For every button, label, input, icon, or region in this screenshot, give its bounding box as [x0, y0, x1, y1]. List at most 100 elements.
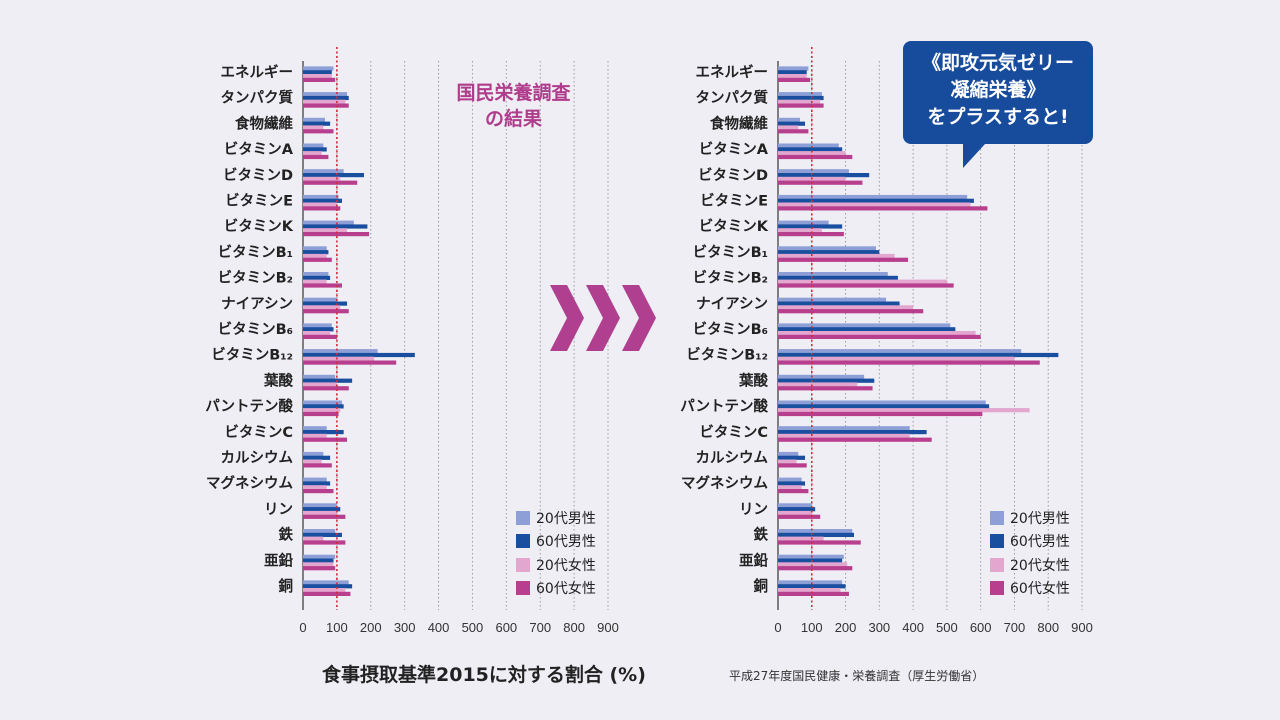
bar-60代男性	[778, 70, 807, 75]
bar-20代女性	[303, 459, 322, 464]
bar-60代男性	[778, 430, 927, 435]
bar-20代女性	[303, 485, 327, 490]
x-tick-label: 900	[1071, 620, 1093, 635]
bar-60代男性	[303, 584, 353, 589]
footer-title: 食事摂取基準2015に対する割合 (%)	[322, 664, 646, 686]
legend-item: 60代女性	[990, 577, 1090, 601]
bar-20代男性	[303, 503, 337, 508]
bar-20代男性	[778, 426, 910, 431]
bar-20代男性	[303, 451, 324, 457]
bar-20代女性	[778, 510, 812, 516]
bar-20代女性	[778, 331, 976, 336]
category-label: ビタミンB₁	[693, 244, 768, 261]
category-label: カルシウム	[696, 450, 769, 467]
category-label: タンパク質	[221, 89, 294, 107]
bar-20代男性	[303, 143, 324, 148]
bar-60代男性	[778, 481, 806, 486]
bar-20代女性	[778, 382, 858, 387]
bar-60代女性	[778, 489, 809, 494]
bar-60代女性	[303, 489, 334, 494]
x-tick-label: 0	[299, 620, 306, 635]
category-label: ビタミンD	[698, 167, 768, 184]
bar-20代男性	[303, 580, 349, 585]
bar-60代女性	[778, 386, 873, 391]
bar-60代男性	[303, 558, 334, 563]
legend-swatch	[990, 581, 1004, 596]
bar-60代男性	[303, 327, 334, 332]
bar-60代女性	[778, 360, 1040, 365]
bar-20代男性	[778, 194, 968, 200]
bar-60代女性	[303, 206, 341, 211]
bar-20代男性	[303, 297, 337, 302]
bar-60代男性	[778, 378, 875, 383]
bar-20代女性	[303, 433, 327, 438]
bar-60代女性	[778, 411, 983, 417]
category-label: リン	[264, 502, 293, 518]
bar-20代男性	[778, 503, 812, 508]
bar-60代女性	[303, 334, 337, 339]
bar-60代男性	[778, 275, 898, 280]
callout-right-line-2: 凝縮栄養》	[950, 79, 1046, 101]
legend-left: 20代男性 60代男性 20代女性 60代女性	[516, 506, 616, 600]
callout-left-line-1: 国民栄養調査	[456, 82, 571, 104]
bar-20代女性	[778, 253, 895, 259]
bar-20代女性	[303, 151, 322, 156]
bar-20代男性	[303, 554, 336, 559]
category-label: リン	[739, 502, 768, 518]
bar-60代男性	[303, 352, 415, 358]
bar-60代男性	[303, 147, 327, 152]
bar-60代女性	[778, 206, 988, 211]
bar-60代男性	[303, 532, 342, 537]
category-label: エネルギー	[221, 64, 294, 81]
bar-60代男性	[303, 198, 342, 203]
bar-60代男性	[778, 404, 990, 409]
bar-20代女性	[303, 279, 327, 284]
bar-60代男性	[778, 352, 1059, 358]
bar-20代女性	[778, 279, 947, 284]
x-tick-label: 100	[326, 620, 348, 635]
x-tick-label: 300	[868, 620, 890, 635]
legend-label: 60代女性	[536, 581, 596, 598]
footer-source: 平成27年度国民健康・栄養調査（厚生労働省）	[729, 669, 985, 683]
bar-20代男性	[303, 92, 348, 97]
bar-20代女性	[778, 459, 797, 464]
bar-20代女性	[303, 382, 337, 387]
category-label: ビタミンB₆	[693, 321, 768, 338]
legend-swatch	[516, 510, 530, 525]
bar-60代男性	[303, 121, 331, 126]
legend-label: 60代男性	[536, 534, 596, 551]
bar-20代男性	[303, 272, 329, 277]
legend-swatch	[990, 534, 1004, 549]
legend-swatch	[516, 581, 530, 596]
legend-label: 60代男性	[1010, 534, 1070, 551]
bar-20代男性	[303, 66, 334, 71]
bar-20代男性	[778, 451, 799, 457]
bar-60代女性	[778, 154, 853, 160]
bar-60代女性	[778, 232, 844, 237]
category-label: ビタミンE	[225, 193, 293, 210]
chevron-arrows	[550, 285, 656, 351]
bar-20代男性	[303, 220, 354, 225]
x-tick-label: 600	[495, 620, 517, 635]
bar-60代男性	[778, 507, 816, 512]
bar-60代男性	[778, 224, 843, 229]
bar-20代女性	[778, 125, 799, 130]
category-label: マグネシウム	[681, 474, 768, 492]
bar-60代男性	[303, 481, 331, 486]
bar-60代女性	[303, 386, 349, 391]
bar-60代男性	[303, 430, 344, 435]
bar-20代男性	[778, 477, 802, 482]
bar-60代女性	[778, 514, 821, 519]
bar-20代女性	[303, 510, 337, 516]
callout-survey-result: 国民栄養調査 の結果	[426, 80, 601, 132]
bar-20代男性	[778, 92, 822, 97]
x-tick-label: 900	[597, 620, 619, 635]
bar-60代男性	[778, 198, 974, 203]
bar-60代男性	[778, 250, 880, 255]
x-tick-label: 100	[801, 620, 823, 635]
bar-60代女性	[778, 283, 954, 288]
legend-item: 20代男性	[990, 506, 1090, 530]
bar-60代女性	[303, 437, 348, 442]
category-label: ビタミンB₆	[218, 321, 293, 338]
